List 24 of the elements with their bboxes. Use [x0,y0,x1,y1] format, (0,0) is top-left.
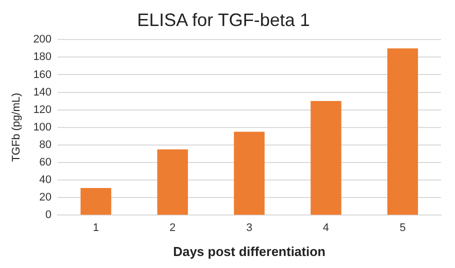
y-tick-label: 0 [45,209,52,222]
y-tick-label: 100 [33,121,52,134]
y-tick-label: 140 [33,86,52,98]
chart-title: ELISA for TGF-beta 1 [137,10,310,30]
x-tick-label: 5 [400,222,406,234]
y-axis-title: TGFb (pg/mL) [10,92,23,162]
y-tick-label: 60 [39,156,52,169]
x-tick-label: 2 [170,222,176,234]
y-tick-label: 40 [39,174,52,186]
bar [234,132,265,215]
x-tick-label: 3 [246,222,252,234]
bar [387,48,418,215]
x-axis-title: Days post differentiation [173,244,326,259]
y-tick-label: 160 [33,68,52,81]
y-tick-label: 180 [33,51,52,64]
bar [310,101,342,215]
y-tick-label: 80 [39,138,52,151]
y-tick-label: 120 [33,104,52,116]
x-tick-label: 1 [92,222,99,234]
y-tick-label: 200 [33,34,52,46]
bar [157,149,188,215]
y-tick-label: 20 [39,192,52,204]
bar [80,188,112,215]
x-tick-label: 4 [322,222,330,234]
